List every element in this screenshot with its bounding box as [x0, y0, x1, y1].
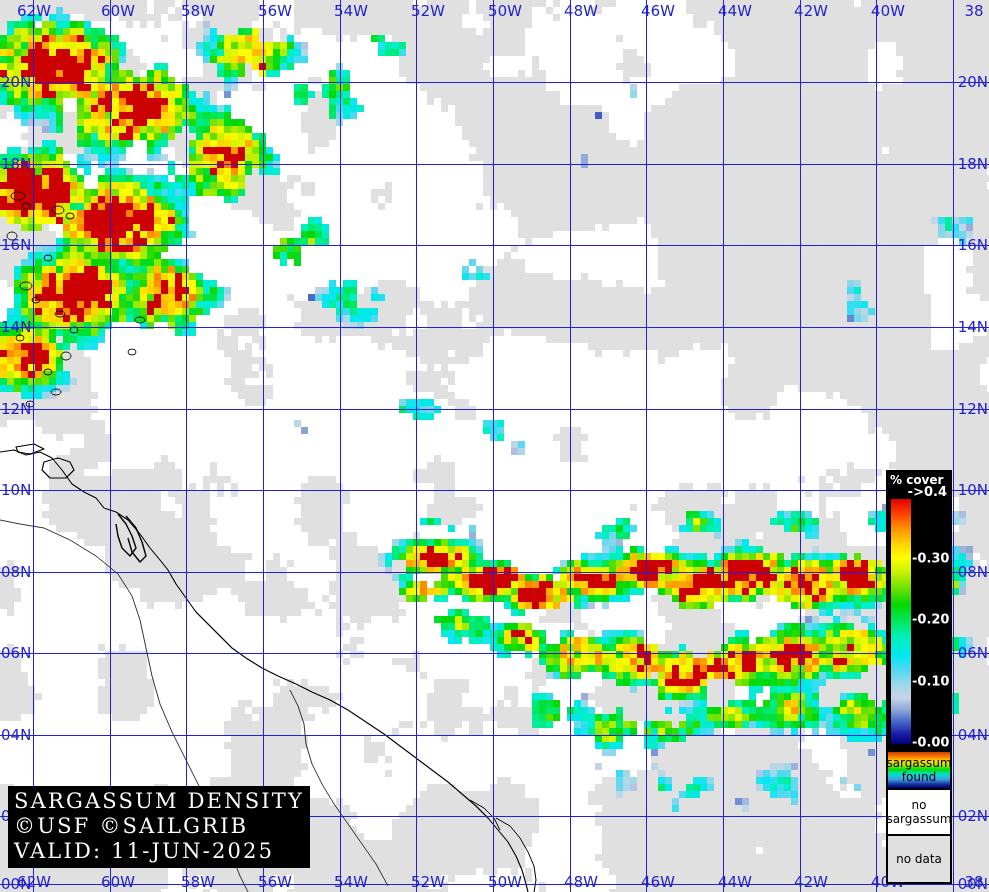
- lat-label-right-04N: 04N: [957, 726, 988, 744]
- lat-label-left-16N: 16N: [1, 236, 32, 254]
- legend-found-label-2: found: [901, 770, 937, 784]
- lat-label-right-08N: 08N: [957, 563, 988, 581]
- lat-label-right-14N: 14N: [957, 318, 988, 336]
- colorbar-tick-0.30: -0.30: [912, 551, 950, 567]
- lat-label-left-04N: 04N: [1, 726, 32, 744]
- lat-label-right-00N: 00N: [957, 875, 988, 892]
- lat-label-left-08N: 08N: [1, 563, 32, 581]
- lon-label-bottom-62W: 62W: [17, 873, 51, 891]
- product-title: SARGASSUM DENSITY: [14, 789, 305, 813]
- lat-label-right-20N: 20N: [957, 73, 988, 91]
- lon-label-bottom-44W: 44W: [718, 873, 752, 891]
- lon-label-bottom-56W: 56W: [258, 873, 292, 891]
- lon-label-top-42W: 42W: [794, 2, 828, 20]
- lon-label-top-48W: 48W: [564, 2, 598, 20]
- lon-label-bottom-46W: 46W: [641, 873, 675, 891]
- title-attribution-box: SARGASSUM DENSITY ©USF ©SAILGRIB VALID: …: [8, 786, 311, 868]
- lat-label-left-06N: 06N: [1, 644, 32, 662]
- lon-label-bottom-54W: 54W: [334, 873, 368, 891]
- lat-label-right-10N: 10N: [957, 481, 988, 499]
- lon-label-top-58W: 58W: [181, 2, 215, 20]
- legend-none-label-2: sargassum: [886, 812, 952, 826]
- lat-label-left-00N: 00N: [1, 875, 32, 892]
- lon-label-top-38: 38: [964, 2, 984, 20]
- lat-label-left-10N: 10N: [1, 481, 32, 499]
- lon-label-top-46W: 46W: [641, 2, 675, 20]
- lon-label-bottom-42W: 42W: [794, 873, 828, 891]
- lon-label-top-50W: 50W: [488, 2, 522, 20]
- valid-date-line: VALID: 11-JUN-2025: [14, 839, 275, 863]
- lon-label-top-44W: 44W: [718, 2, 752, 20]
- legend-none-label-1: no: [911, 798, 927, 812]
- legend-title: % cover: [890, 473, 944, 487]
- lat-label-right-06N: 06N: [957, 644, 988, 662]
- colorbar-container: % cover ->0.4 -0.30 -0.20 -0.10 -0.00: [888, 472, 950, 750]
- lon-label-bottom-50W: 50W: [488, 873, 522, 891]
- colorbar-tick-0.10: -0.10: [912, 674, 950, 690]
- legend-swatch-sargassum-found: sargassum found: [886, 750, 952, 788]
- legend-nodata-label: no data: [896, 852, 942, 866]
- lat-label-left-12N: 12N: [1, 400, 32, 418]
- lon-label-top-62W: 62W: [17, 2, 51, 20]
- lat-label-right-12N: 12N: [957, 400, 988, 418]
- lon-label-bottom-52W: 52W: [411, 873, 445, 891]
- lon-label-top-52W: 52W: [411, 2, 445, 20]
- legend-swatch-no-data: no data: [888, 834, 950, 882]
- lon-label-bottom-58W: 58W: [181, 873, 215, 891]
- lon-label-bottom-48W: 48W: [564, 873, 598, 891]
- colorbar-gradient: [891, 499, 911, 744]
- lon-label-top-56W: 56W: [258, 2, 292, 20]
- lat-label-left-14N: 14N: [1, 318, 32, 336]
- lat-label-right-02N: 02N: [957, 807, 988, 825]
- legend-swatch-no-sargassum: no sargassum: [886, 788, 952, 834]
- lon-label-top-40W: 40W: [871, 2, 905, 20]
- legend-panel: % cover ->0.4 -0.30 -0.20 -0.10 -0.00 sarga…: [886, 470, 952, 884]
- colorbar-tick-0.00: -0.00: [912, 735, 950, 751]
- lon-label-top-54W: 54W: [334, 2, 368, 20]
- lon-label-bottom-38: 38: [964, 873, 984, 891]
- lon-label-bottom-60W: 60W: [101, 873, 135, 891]
- lat-label-left-18N: 18N: [1, 155, 32, 173]
- legend-found-label-1: sargassum: [886, 756, 952, 770]
- lat-label-right-16N: 16N: [957, 236, 988, 254]
- lat-label-left-20N: 20N: [1, 73, 32, 91]
- colorbar-tick-0.20: -0.20: [912, 612, 950, 628]
- credits-line: ©USF ©SAILGRIB: [14, 814, 249, 838]
- lon-label-top-60W: 60W: [101, 2, 135, 20]
- legend-max-label: ->0.4: [907, 485, 947, 500]
- lat-label-right-18N: 18N: [957, 155, 988, 173]
